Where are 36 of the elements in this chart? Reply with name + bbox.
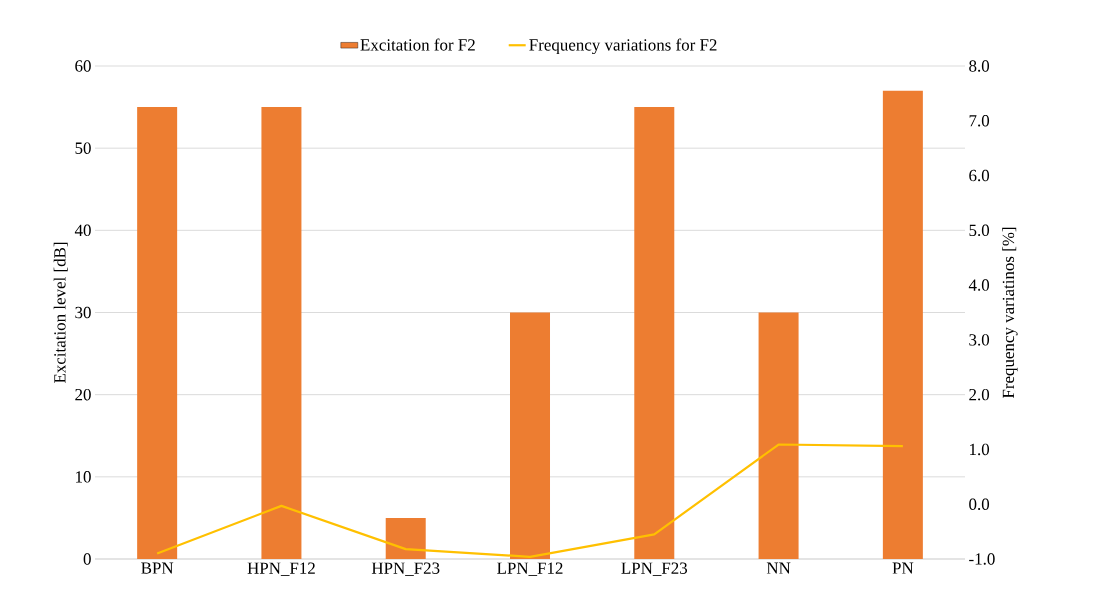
x-tick-label: BPN <box>141 562 174 574</box>
y2-tick-label: 3.0 <box>969 334 990 346</box>
bar <box>882 90 923 559</box>
y-tick-label: 20 <box>75 388 91 401</box>
y2-tick-label: 8.0 <box>969 60 990 72</box>
y2-tick-label: 1.0 <box>970 443 990 456</box>
y2-tick-label: 7.0 <box>969 115 990 127</box>
bar <box>137 107 178 559</box>
y2-tick-label: 4.0 <box>968 279 990 291</box>
y-tick-label: 40 <box>74 224 91 237</box>
legend-label: Frequency variations for F2 <box>529 38 717 55</box>
y-tick-label: 10 <box>76 471 91 483</box>
y-tick-label: 60 <box>75 60 91 72</box>
x-tick-label: PN <box>892 562 914 574</box>
y2-tick-label: -1.0 <box>969 553 995 565</box>
line-series <box>156 443 904 558</box>
y-axis-title: Excitation level [dB] <box>53 242 68 384</box>
bar <box>510 312 550 559</box>
y2-tick-label: 0.0 <box>969 498 990 510</box>
y2-axis-title: Frequency variatinos [%] <box>1002 227 1018 399</box>
legend-label: Excitation for F2 <box>360 38 475 51</box>
y-tick-label: 0 <box>83 553 91 565</box>
bar <box>634 107 675 559</box>
x-tick-label: HPN_F23 <box>371 562 440 576</box>
x-tick-label: LPN_F12 <box>497 562 563 576</box>
y2-tick-label: 2.0 <box>969 388 990 401</box>
y-tick-label: 30 <box>75 306 91 319</box>
bar <box>758 312 799 559</box>
y-tick-label: 50 <box>75 142 91 154</box>
x-tick-label: NN <box>766 562 791 574</box>
x-tick-label: HPN_F12 <box>247 562 315 576</box>
x-tick-label: LPN_F23 <box>621 562 688 576</box>
bar <box>261 107 302 559</box>
y2-tick-label: 5.0 <box>969 224 990 237</box>
bar <box>385 517 426 559</box>
y2-tick-label: 6.0 <box>969 169 990 182</box>
